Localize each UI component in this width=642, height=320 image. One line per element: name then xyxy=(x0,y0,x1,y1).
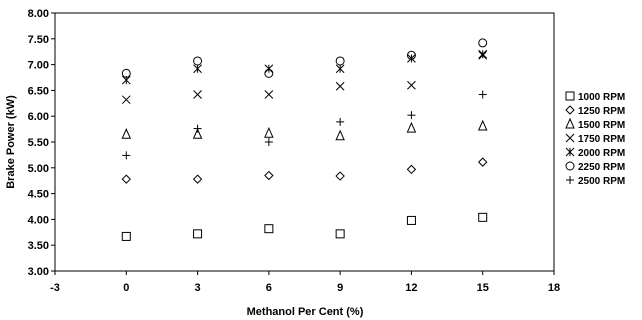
data-point-triangle xyxy=(264,126,274,138)
legend-label: 1250 RPM xyxy=(578,106,625,117)
data-point-circle xyxy=(121,68,131,78)
data-point-triangle xyxy=(406,121,417,133)
legend: 1000 RPM 1250 RPM 1500 RPM 1750 RPM 2000 RPM… xyxy=(560,90,640,192)
y-tick-label: 6.50 xyxy=(28,85,49,97)
y-tick-label: 7.50 xyxy=(28,34,49,46)
data-point-x xyxy=(121,95,131,105)
y-tick-label: 3.00 xyxy=(28,266,49,278)
data-point-asterisk xyxy=(407,54,416,63)
data-point-triangle xyxy=(477,119,488,131)
y-tick-label: 6.00 xyxy=(28,111,49,123)
x-tick-label: 18 xyxy=(548,282,560,294)
data-point-diamond xyxy=(406,164,417,175)
x-tick-label: -3 xyxy=(50,282,60,294)
data-point-triangle xyxy=(335,129,345,141)
data-point-circle xyxy=(335,56,345,66)
data-point-asterisk xyxy=(335,64,345,74)
x-axis-title: Methanol Per Cent (%) xyxy=(247,306,364,318)
x-axis-ticks: -3 0 3 6 9 12 15 18 xyxy=(50,271,560,294)
data-point-x xyxy=(193,90,202,99)
data-point-circle xyxy=(406,50,416,60)
data-point-plus xyxy=(336,117,345,126)
legend-label: 2000 RPM xyxy=(578,148,625,159)
x-tick-label: 0 xyxy=(123,282,129,294)
y-tick-label: 3.50 xyxy=(28,240,49,252)
legend-marker-square xyxy=(565,91,575,101)
data-point-asterisk xyxy=(264,64,274,74)
data-point-square xyxy=(121,231,131,241)
y-tick-label: 7.00 xyxy=(28,60,49,72)
legend-marker-x xyxy=(565,133,575,143)
x-tick-label: 12 xyxy=(405,282,417,294)
data-point-plus xyxy=(407,111,416,120)
data-point-square xyxy=(335,229,345,239)
data-point-x xyxy=(335,81,345,91)
data-point-plus xyxy=(264,138,273,146)
data-point-diamond xyxy=(192,174,203,184)
legend-label: 1500 RPM xyxy=(578,120,625,131)
x-tick-label: 15 xyxy=(477,282,489,294)
data-point-asterisk xyxy=(193,64,202,74)
data-point-plus xyxy=(122,151,131,160)
data-point-asterisk xyxy=(478,49,488,59)
legend-marker-circle xyxy=(565,161,575,171)
data-point-circle xyxy=(264,68,274,78)
data-point-diamond xyxy=(264,170,274,181)
data-point-triangle xyxy=(192,128,203,139)
legend-marker-asterisk xyxy=(565,147,575,157)
y-axis-title: Brake Power (kW) xyxy=(5,95,17,189)
data-point-square xyxy=(478,212,488,222)
data-point-circle xyxy=(478,38,488,48)
legend-label: 2250 RPM xyxy=(578,162,625,173)
legend-label: 2500 RPM xyxy=(578,176,625,187)
data-point-x xyxy=(407,80,416,90)
y-tick-label: 8.00 xyxy=(28,8,49,20)
data-point-plus xyxy=(193,124,202,133)
x-tick-label: 9 xyxy=(337,282,343,294)
legend-label: 1750 RPM xyxy=(578,134,625,145)
data-point-square xyxy=(193,229,203,239)
data-points xyxy=(121,38,488,241)
legend-label: 1000 RPM xyxy=(578,92,625,103)
x-tick-label: 6 xyxy=(266,282,272,294)
data-point-square xyxy=(406,215,416,225)
legend-marker-diamond xyxy=(565,105,575,115)
y-axis-ticks: 3.00 3.50 4.00 4.50 5.00 5.50 6.00 6.50 7.00 7.50… xyxy=(28,8,55,278)
data-point-square xyxy=(264,224,274,234)
data-point-triangle xyxy=(121,128,132,139)
data-point-diamond xyxy=(478,157,488,167)
data-point-plus xyxy=(478,90,487,99)
y-tick-label: 4.00 xyxy=(28,214,49,226)
y-tick-label: 4.50 xyxy=(28,189,49,201)
y-tick-label: 5.50 xyxy=(28,137,49,149)
legend-marker-plus xyxy=(566,176,574,184)
x-tick-label: 3 xyxy=(195,282,201,294)
data-point-circle xyxy=(193,56,203,66)
legend-marker-triangle xyxy=(565,117,575,129)
y-tick-label: 5.00 xyxy=(28,163,49,175)
data-point-diamond xyxy=(121,174,131,184)
data-point-x xyxy=(264,90,274,99)
data-point-diamond xyxy=(335,171,345,181)
plot-area xyxy=(54,12,555,272)
